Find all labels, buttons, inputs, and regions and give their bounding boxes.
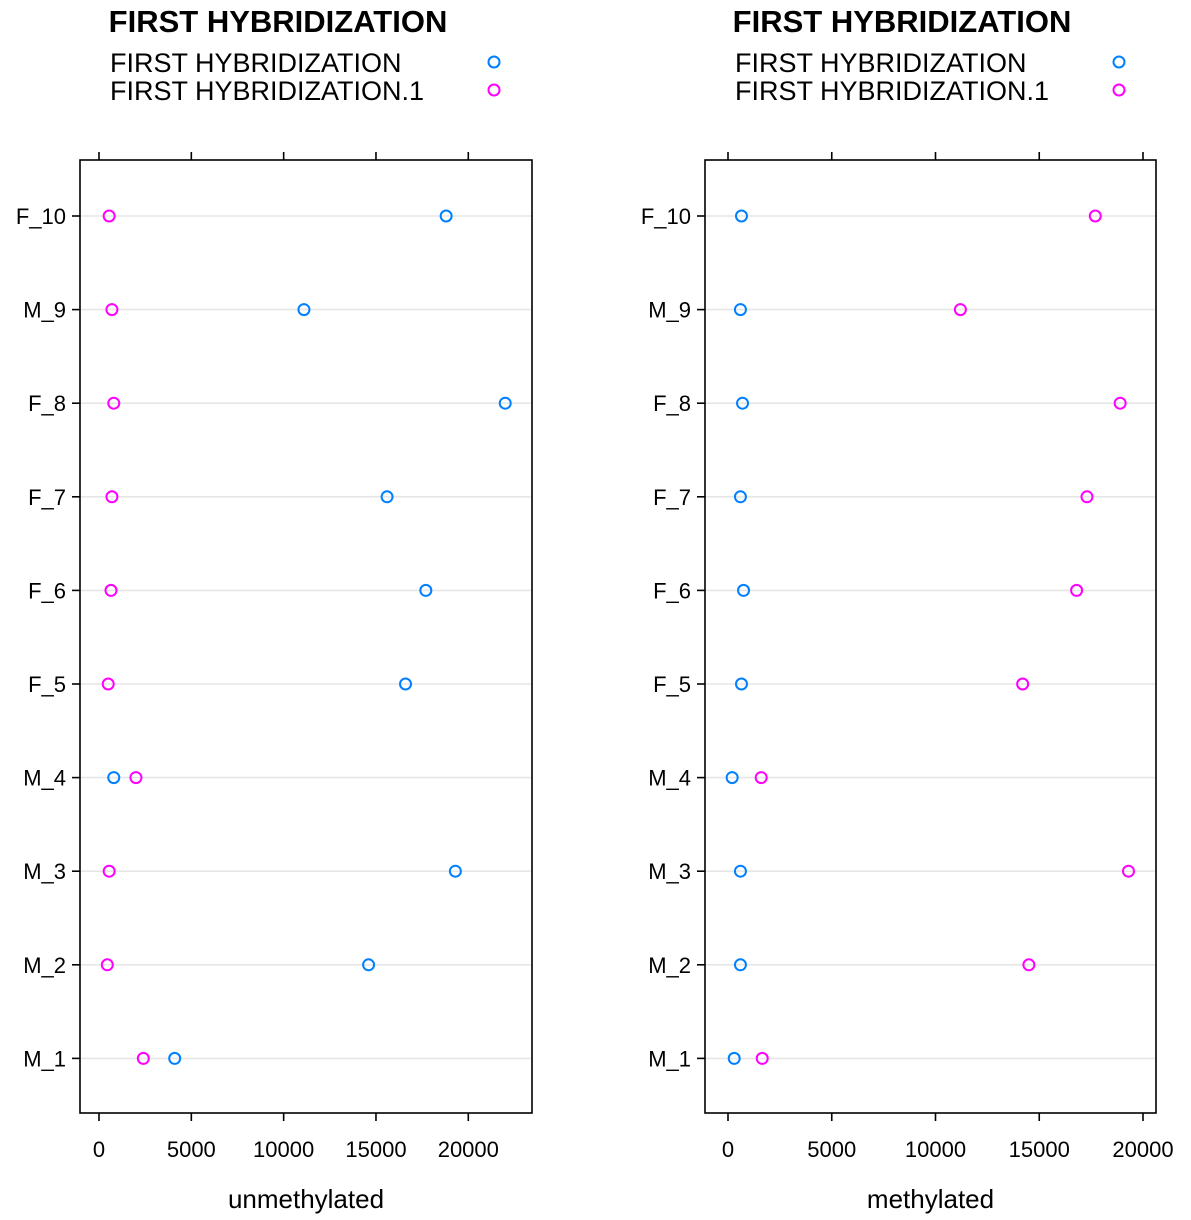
- legend-label-2: FIRST HYBRIDIZATION.1: [110, 76, 424, 106]
- legend-marker-1: [487, 55, 501, 69]
- data-point-series2-F_8: [107, 396, 121, 410]
- y-tick-label: F_5: [28, 672, 66, 697]
- data-point-series1-M_4: [107, 771, 121, 785]
- data-point-series2-M_2: [100, 958, 114, 972]
- data-point-series2-M_3: [1121, 864, 1135, 878]
- y-tick-label: F_7: [28, 485, 66, 510]
- legend-marker-2: [487, 83, 501, 97]
- data-point-series2-M_9: [953, 303, 967, 317]
- x-tick-label: 0: [722, 1137, 734, 1162]
- y-tick-label: M_3: [648, 859, 691, 884]
- data-point-series2-M_4: [129, 771, 143, 785]
- x-tick-label: 5000: [807, 1137, 856, 1162]
- data-point-series1-M_2: [362, 958, 376, 972]
- x-tick-label: 0: [93, 1137, 105, 1162]
- data-point-series2-F_7: [105, 490, 119, 504]
- legend-label-2: FIRST HYBRIDIZATION.1: [735, 76, 1049, 106]
- data-point-series1-F_5: [734, 677, 748, 691]
- plot-frame: [79, 159, 533, 1114]
- data-point-series2-F_6: [1070, 583, 1084, 597]
- data-point-series1-F_7: [380, 490, 394, 504]
- x-axis-label: unmethylated: [228, 1184, 384, 1214]
- y-tick-label: F_8: [653, 391, 691, 416]
- data-point-series1-F_8: [498, 396, 512, 410]
- y-tick-label: M_1: [23, 1046, 66, 1071]
- data-point-series1-M_1: [727, 1051, 741, 1065]
- data-point-series2-M_4: [754, 771, 768, 785]
- data-point-series1-M_3: [733, 864, 747, 878]
- chart-title: FIRST HYBRIDIZATION: [109, 4, 448, 39]
- data-point-series2-M_9: [105, 303, 119, 317]
- data-point-series2-F_7: [1080, 490, 1094, 504]
- x-tick-label: 10000: [253, 1137, 314, 1162]
- data-point-series1-F_6: [737, 583, 751, 597]
- data-point-series1-F_10: [734, 209, 748, 223]
- y-tick-label: M_1: [648, 1046, 691, 1071]
- data-point-series1-F_10: [439, 209, 453, 223]
- data-point-series1-M_3: [448, 864, 462, 878]
- data-point-series2-F_8: [1113, 396, 1127, 410]
- data-point-series1-F_7: [733, 490, 747, 504]
- y-tick-label: M_2: [23, 953, 66, 978]
- y-tick-label: M_4: [23, 766, 66, 791]
- data-point-series1-M_1: [168, 1051, 182, 1065]
- legend-marker-1: [1112, 55, 1126, 69]
- data-point-series2-F_10: [1088, 209, 1102, 223]
- data-point-series1-M_2: [733, 958, 747, 972]
- data-point-series1-M_4: [725, 771, 739, 785]
- data-point-series2-M_3: [102, 864, 116, 878]
- legend-label-1: FIRST HYBRIDIZATION: [735, 48, 1027, 78]
- y-tick-label: F_6: [28, 578, 66, 603]
- data-point-series1-M_9: [733, 303, 747, 317]
- legend-label-1: FIRST HYBRIDIZATION: [110, 48, 402, 78]
- x-tick-label: 5000: [167, 1137, 216, 1162]
- x-tick-label: 20000: [438, 1137, 499, 1162]
- data-point-series1-F_8: [736, 396, 750, 410]
- x-tick-label: 20000: [1112, 1137, 1173, 1162]
- data-point-series1-F_6: [419, 583, 433, 597]
- data-point-series1-M_9: [297, 303, 311, 317]
- x-axis-label: methylated: [867, 1184, 994, 1214]
- plot-frame: [704, 159, 1157, 1114]
- x-tick-label: 15000: [345, 1137, 406, 1162]
- data-point-series2-F_6: [104, 583, 118, 597]
- y-tick-label: M_9: [648, 298, 691, 323]
- y-tick-label: M_2: [648, 953, 691, 978]
- x-tick-label: 10000: [905, 1137, 966, 1162]
- y-tick-label: F_8: [28, 391, 66, 416]
- y-tick-label: F_5: [653, 672, 691, 697]
- legend-marker-2: [1112, 83, 1126, 97]
- y-tick-label: M_9: [23, 298, 66, 323]
- data-point-series2-F_10: [102, 209, 116, 223]
- data-point-series1-F_5: [399, 677, 413, 691]
- data-point-series2-F_5: [1016, 677, 1030, 691]
- chart-title: FIRST HYBRIDIZATION: [733, 4, 1072, 39]
- data-point-series2-M_1: [136, 1051, 150, 1065]
- y-tick-label: F_6: [653, 578, 691, 603]
- y-tick-label: M_4: [648, 766, 691, 791]
- data-point-series2-M_1: [755, 1051, 769, 1065]
- x-tick-label: 15000: [1009, 1137, 1070, 1162]
- data-point-series2-M_2: [1022, 958, 1036, 972]
- data-point-series2-F_5: [101, 677, 115, 691]
- y-tick-label: F_10: [641, 204, 691, 229]
- y-tick-label: F_7: [653, 485, 691, 510]
- y-tick-label: F_10: [16, 204, 66, 229]
- y-tick-label: M_3: [23, 859, 66, 884]
